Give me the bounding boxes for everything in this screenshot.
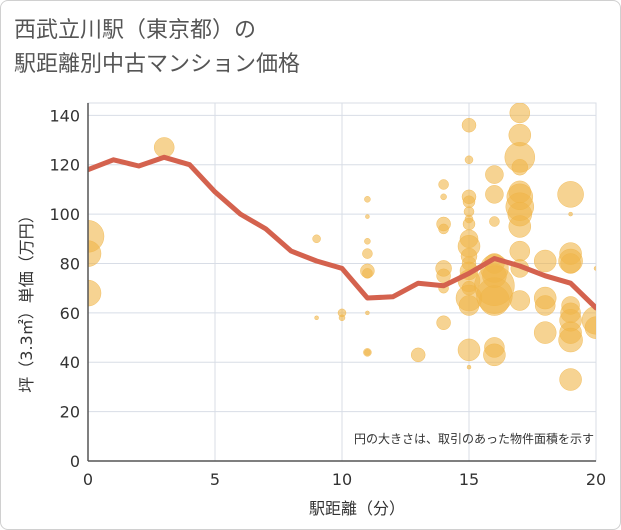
bubble-point <box>364 196 371 203</box>
bubble-point <box>362 248 373 259</box>
bubble-point <box>508 215 532 238</box>
y-tick-label: 120 <box>49 156 80 175</box>
bubble-point <box>436 315 451 330</box>
bubble-point <box>558 327 583 353</box>
x-axis-title: 駅距離（分） <box>309 499 405 518</box>
bubble-point <box>560 253 581 274</box>
bubble-point <box>364 349 371 356</box>
bubble-point <box>88 279 102 307</box>
bubble-point <box>533 321 557 344</box>
bubble-point <box>489 216 500 227</box>
bubble-point <box>466 364 472 370</box>
bubble-point <box>559 368 582 391</box>
bubble-point <box>479 285 510 316</box>
chart-title: 西武立川駅（東京都）の 駅距離別中古マンション価格 <box>14 14 300 82</box>
bubble-point <box>458 295 480 316</box>
bubble-point <box>593 266 596 271</box>
bubble-point <box>438 223 449 235</box>
bubble-point <box>365 214 370 219</box>
x-tick-label: 15 <box>459 470 479 489</box>
bubble-point <box>312 234 321 244</box>
bubble-point <box>461 117 477 133</box>
bubble-point <box>462 217 476 231</box>
bubble-point <box>362 268 373 279</box>
bubble-point <box>557 181 584 208</box>
y-tick-label: 40 <box>60 353 80 372</box>
bubble-point <box>568 211 573 217</box>
y-tick-label: 0 <box>70 452 80 471</box>
x-tick-label: 0 <box>83 470 93 489</box>
y-axis-title: 坪（3.3㎡）単価（万円） <box>17 207 36 392</box>
chart-title-line1: 西武立川駅（東京都）の <box>14 18 257 43</box>
bubble-point <box>464 155 474 165</box>
bubble-point <box>88 240 102 267</box>
bubble-point <box>364 238 371 245</box>
axes: 0 20 40 60 80 100 120 140 0 5 10 15 20 <box>49 103 606 489</box>
bubble-point <box>462 195 476 209</box>
bubble-point <box>533 249 557 273</box>
chart-title-line2: 駅距離別中古マンション価格 <box>14 52 301 77</box>
y-tick-label: 80 <box>60 254 80 273</box>
x-tick-label: 20 <box>586 470 606 489</box>
bubble-point <box>438 179 449 190</box>
bubble-point <box>509 290 531 311</box>
bubble-point <box>314 315 319 321</box>
bubble-point <box>483 343 506 367</box>
bubble-point <box>485 185 504 204</box>
x-tick-label: 5 <box>210 470 220 489</box>
bubble-point <box>410 347 426 363</box>
y-tick-label: 100 <box>49 205 80 224</box>
y-tick-label: 20 <box>60 403 80 422</box>
bubble-point <box>153 137 175 158</box>
bubble-point <box>534 295 556 316</box>
bubble-point <box>584 316 596 339</box>
bubble-point <box>509 103 531 124</box>
y-tick-label: 140 <box>49 106 80 125</box>
bubble-layer <box>88 103 596 391</box>
bubble-point <box>457 338 481 362</box>
bubble-point <box>440 193 447 201</box>
trend-line-layer <box>88 154 596 311</box>
y-tick-label: 60 <box>60 304 80 323</box>
bubble-point <box>436 268 451 284</box>
bubble-size-note: 円の大きさは、取引のあった物件面積を示す <box>354 431 594 446</box>
bubble-point <box>509 240 531 262</box>
bubble-point <box>511 158 529 176</box>
average-price-line <box>88 154 596 311</box>
bubble-point <box>485 165 504 184</box>
bubble-point <box>338 314 346 322</box>
bubble-point <box>365 310 370 316</box>
x-tick-label: 10 <box>332 470 352 489</box>
